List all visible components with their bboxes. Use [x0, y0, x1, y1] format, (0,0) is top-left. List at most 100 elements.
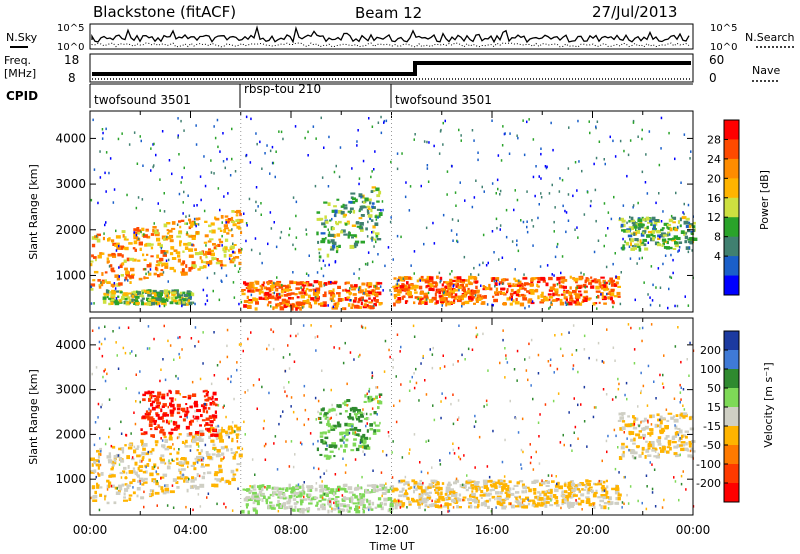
power-noise-cell [203, 155, 205, 158]
power-cell [147, 299, 151, 304]
vel-noise-cell [483, 405, 485, 408]
power-cell [369, 285, 372, 288]
vel-cell [333, 455, 336, 458]
x-tick-label: 08:00 [274, 523, 309, 537]
power-noise-cell [377, 121, 380, 124]
vel-noise-cell [284, 390, 286, 393]
power-cell [468, 298, 473, 302]
power-noise-cell [496, 226, 498, 230]
vel-cell [363, 400, 367, 403]
vel-cell [195, 416, 200, 420]
vel-cell [513, 484, 519, 487]
vel-noise-cell [124, 351, 127, 355]
vel-cell [202, 390, 205, 393]
power-noise-cell [504, 132, 506, 135]
vel-noise-cell [537, 353, 540, 357]
vel-cell [277, 491, 283, 495]
vel-cell [266, 485, 271, 489]
power-noise-cell [523, 273, 525, 276]
power-cell [354, 296, 358, 301]
vel-noise-cell [509, 399, 511, 403]
power-cell [307, 294, 311, 299]
vel-noise-cell [297, 483, 300, 486]
vel-cell [121, 450, 125, 454]
vel-cell [331, 442, 336, 445]
vel-noise-cell [330, 388, 332, 392]
power-noise-cell [312, 284, 315, 287]
power-cell [267, 293, 272, 298]
power-cell [537, 295, 540, 300]
vel-cell [534, 479, 539, 482]
power-cell [133, 233, 136, 238]
vel-noise-cell [449, 451, 451, 455]
vel-cell [509, 487, 512, 491]
power-cell [535, 277, 539, 280]
power-cell [554, 288, 559, 292]
power-cell [372, 202, 375, 205]
power-noise-cell [596, 307, 598, 310]
vel-cell [166, 446, 169, 449]
vel-cell [409, 486, 413, 489]
vel-cell [665, 435, 670, 438]
vel-cell [564, 490, 568, 494]
vel-noise-cell [282, 356, 285, 359]
power-noise-cell [255, 200, 257, 204]
power-noise-cell [135, 206, 138, 210]
power-noise-cell [364, 262, 367, 266]
vel-cell [373, 421, 376, 425]
power-noise-cell [528, 305, 530, 308]
vel-cell [682, 434, 687, 438]
power-cell [558, 284, 562, 289]
power-noise-cell [647, 241, 649, 244]
power-cell [171, 296, 174, 299]
power-noise-cell [379, 285, 382, 288]
vel-cell [209, 427, 215, 431]
power-cell [565, 289, 570, 294]
power-noise-cell [93, 302, 95, 305]
vel-cell [407, 498, 410, 501]
vel-cell [164, 490, 170, 494]
vel-cell [168, 389, 171, 393]
power-cell [361, 196, 365, 199]
power-cell [308, 302, 311, 306]
power-cell [614, 283, 618, 287]
power-cell [530, 301, 535, 305]
power-noise-cell [487, 261, 489, 265]
vel-cell [413, 489, 415, 494]
power-cell [240, 230, 243, 235]
power-noise-cell [683, 133, 686, 136]
vel-noise-cell [200, 458, 203, 462]
vel-cell [358, 500, 364, 505]
vel-noise-cell [458, 416, 460, 419]
vel-cell [324, 448, 328, 451]
vel-noise-cell [288, 381, 290, 384]
power-cell [414, 296, 419, 299]
vel-cell [218, 464, 222, 468]
vel-noise-cell [197, 340, 200, 343]
vel-cell [683, 447, 688, 451]
vel-cell [366, 498, 369, 503]
vel-cell [456, 505, 459, 509]
vel-cell [487, 505, 490, 509]
vel-noise-cell [475, 335, 478, 339]
vel-cell [672, 415, 676, 418]
power-noise-cell [516, 198, 519, 202]
power-cell [167, 236, 172, 240]
vel-cell [321, 498, 327, 501]
power-noise-cell [670, 214, 673, 218]
vel-cell [111, 466, 114, 469]
power-noise-cell [632, 119, 635, 123]
power-cell [229, 259, 235, 264]
power-noise-cell [387, 246, 390, 249]
vel-noise-cell [315, 482, 318, 485]
power-cell [148, 292, 151, 295]
vel-noise-cell [178, 448, 180, 451]
power-noise-cell [166, 294, 168, 298]
vel-noise-cell [344, 435, 346, 438]
power-noise-cell [501, 144, 504, 147]
power-cell [620, 217, 624, 221]
vel-cell [373, 429, 377, 433]
power-cell [512, 299, 515, 303]
vel-cell [355, 505, 359, 508]
vel-noise-cell [413, 486, 416, 489]
